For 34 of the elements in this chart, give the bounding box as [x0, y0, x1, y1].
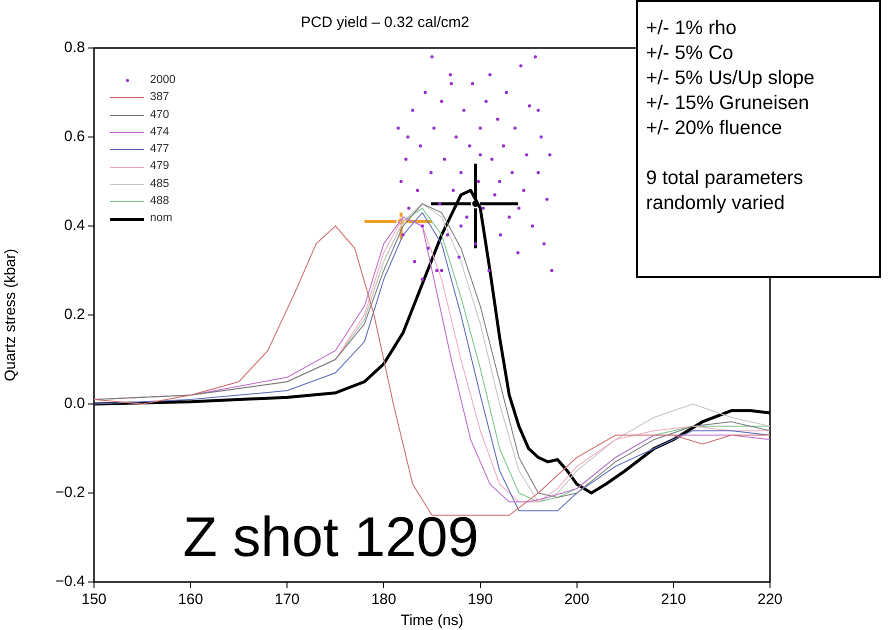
- legend-label: 2000: [150, 73, 176, 88]
- annotation: +/- 15% Gruneisen: [646, 91, 810, 116]
- x-tick-label: 190: [468, 591, 493, 608]
- chart-title: PCD yield – 0.32 cal/cm2: [300, 14, 470, 32]
- annotation: +/- 20% fluence: [646, 116, 784, 141]
- x-tick-label: 150: [81, 591, 107, 608]
- y-axis-title: Quartz stress (kbar): [2, 248, 20, 382]
- y-tick-label: 0.4: [64, 217, 85, 234]
- x-axis-title: Time (ns): [400, 612, 464, 630]
- text: +/- 1% rho: [646, 17, 737, 39]
- legend-label: 470: [150, 108, 170, 123]
- y-tick-label: −0.2: [55, 484, 85, 502]
- y-tick-label: 0.8: [64, 39, 85, 56]
- legend-label: 488: [150, 194, 170, 210]
- y-tick-label: −0.4: [55, 573, 85, 590]
- y-tick-label: 0.0: [64, 395, 85, 412]
- x-tick-label: 210: [660, 591, 686, 608]
- x-tick-label: 170: [274, 591, 300, 608]
- legend-label: 474: [150, 124, 170, 140]
- legend-label: 479: [150, 159, 170, 174]
- legend-label: 485: [150, 176, 170, 192]
- legend-label: 477: [150, 142, 170, 158]
- annotation: 9 total parameters randomly varied: [646, 166, 804, 216]
- annotation: +/- 5% Co: [646, 41, 734, 66]
- x-tick-label: 160: [178, 591, 204, 608]
- legend-label: 387: [150, 90, 170, 106]
- annotation: +/- 5% Us/Up slope: [646, 66, 816, 91]
- x-tick-label: 200: [564, 591, 590, 608]
- x-tick-label: 180: [371, 591, 396, 608]
- legend-label: nom: [150, 211, 172, 226]
- y-tick-label: 0.6: [64, 128, 85, 146]
- y-tick-label: 0.2: [64, 306, 85, 324]
- annotation: Z shot 1209: [183, 505, 479, 569]
- x-tick-label: 220: [757, 591, 783, 608]
